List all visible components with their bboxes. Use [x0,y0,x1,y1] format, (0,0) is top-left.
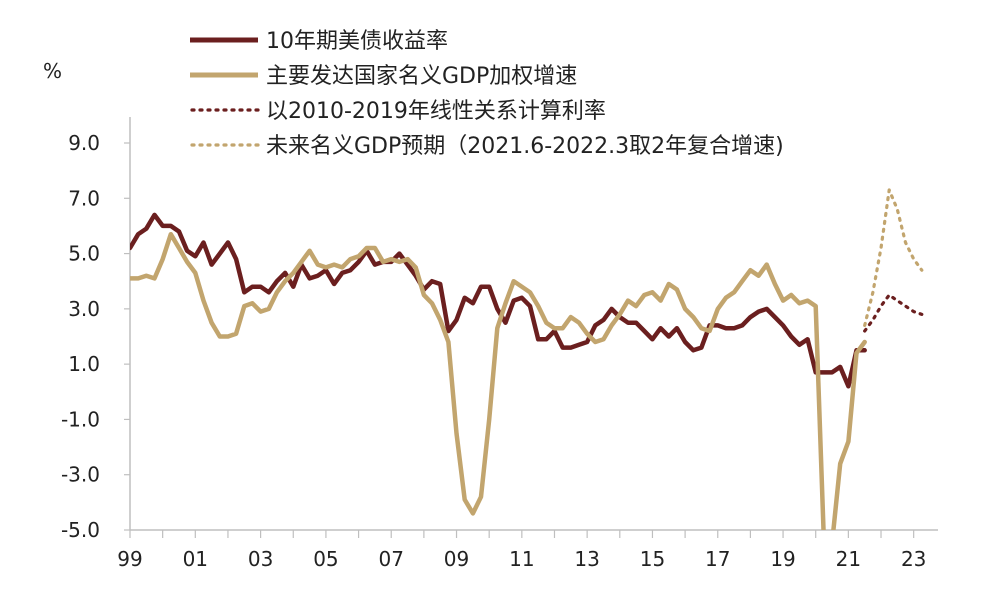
y-tick-label: 9.0 [68,131,100,155]
y-tick-label: 7.0 [68,186,100,210]
x-tick-label: 09 [444,547,469,571]
y-tick-label: -5.0 [61,518,100,542]
y-tick-label: 1.0 [68,352,100,376]
y-axis-unit-label: % [43,59,62,83]
x-tick-label: 11 [509,547,534,571]
legend-label: 10年期美债收益率 [266,29,448,54]
x-tick-label: 23 [901,547,926,571]
legend: 10年期美债收益率主要发达国家名义GDP加权增速以2010-2019年线性关系计… [190,29,784,159]
x-tick-label: 21 [836,547,861,571]
legend-label: 未来名义GDP预期（2021.6-2022.3取2年复合增速) [266,134,784,159]
legend-label: 主要发达国家名义GDP加权增速 [266,64,577,89]
series-line-dotted [863,188,924,327]
x-tick-label: 05 [313,547,338,571]
y-tick-label: -1.0 [61,407,100,431]
x-tick-label: 07 [378,547,403,571]
y-tick-label: 3.0 [68,297,100,321]
x-tick-label: 17 [705,547,730,571]
x-tick-label: 13 [574,547,599,571]
axes: % 9.0 7.0 5.0 3.0 1.0 -1.0 -3.0 -5.0 99 01 03 05 07 09… [43,59,938,571]
series-line-dotted [863,293,924,333]
y-tick-label: -3.0 [61,463,100,487]
series-line [130,212,867,389]
legend-label: 以2010-2019年线性关系计算利率 [266,99,606,124]
series-line [130,231,867,530]
series-lines [130,188,924,530]
x-tick-label: 99 [117,547,142,571]
x-tick-label: 01 [183,547,208,571]
y-tick-label: 5.0 [68,242,100,266]
x-tick-label: 19 [770,547,795,571]
x-tick-label: 15 [640,547,665,571]
x-tick-label: 03 [248,547,273,571]
